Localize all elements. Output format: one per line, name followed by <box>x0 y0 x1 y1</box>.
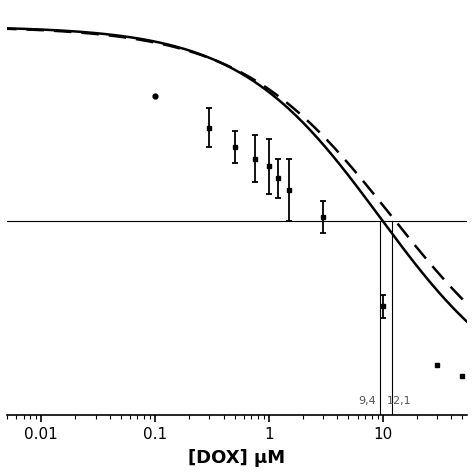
Text: 9,4: 9,4 <box>358 396 376 406</box>
X-axis label: [DOX] μM: [DOX] μM <box>189 449 285 467</box>
Text: 12,1: 12,1 <box>387 396 411 406</box>
